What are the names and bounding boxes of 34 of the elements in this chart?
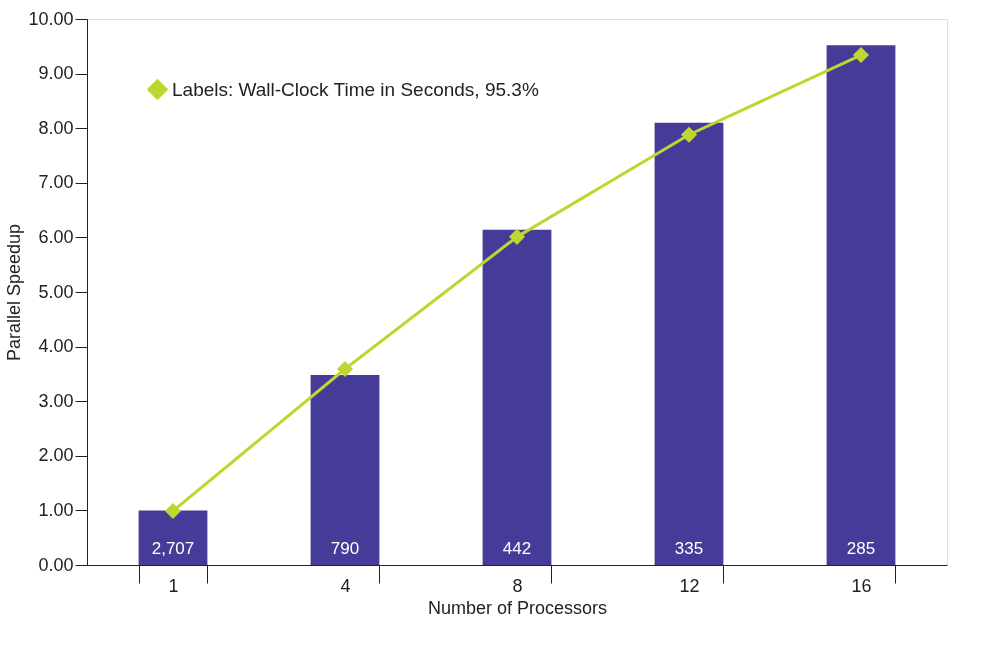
annotation: 285 xyxy=(846,539,876,558)
bar xyxy=(310,374,380,565)
legend-label: Labels: Wall-Clock Time in Seconds, 95.3% xyxy=(172,78,539,100)
y-tick-label: 3.00 xyxy=(38,390,74,411)
x-tick-label: 12 xyxy=(679,575,700,596)
x-tick-label: 4 xyxy=(340,575,351,596)
x-tick-label: 1 xyxy=(168,575,179,596)
y-tick-label: 4.00 xyxy=(38,336,74,357)
y-tick-label: 7.00 xyxy=(38,172,74,193)
annotation: 442 xyxy=(502,539,532,558)
bar xyxy=(138,510,208,565)
point xyxy=(508,228,526,245)
y-tick-label: 10.00 xyxy=(28,8,74,29)
x-axis-title: Number of Processors xyxy=(427,597,608,618)
point xyxy=(852,46,870,64)
x-tick-label: 8 xyxy=(512,575,523,596)
annotation: 335 xyxy=(674,539,704,558)
point xyxy=(680,126,698,143)
x-tick-label: 16 xyxy=(851,575,872,596)
y-tick-label: 9.00 xyxy=(38,63,74,84)
y-tick-label: 0.00 xyxy=(38,554,74,575)
bar xyxy=(482,229,552,565)
annotation: 790 xyxy=(330,539,360,558)
point xyxy=(336,360,354,378)
y-axis-title: Parallel Speedup xyxy=(4,223,25,362)
y-tick-label: 1.00 xyxy=(38,499,74,520)
y-tick-label: 6.00 xyxy=(38,226,74,247)
y-tick-label: 8.00 xyxy=(38,117,74,138)
y-tick-label: 2.00 xyxy=(38,445,74,466)
y-tick-label: 5.00 xyxy=(38,281,74,302)
point xyxy=(164,502,182,520)
bar xyxy=(654,122,724,565)
bar xyxy=(826,45,896,565)
annotation: 2,707 xyxy=(151,539,195,558)
